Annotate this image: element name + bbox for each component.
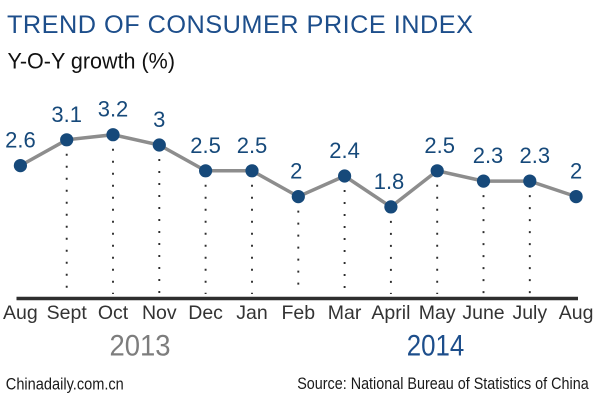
svg-text:2.5: 2.5 [237,133,268,158]
svg-text:Mar: Mar [328,302,362,324]
svg-text:2.3: 2.3 [520,143,551,168]
svg-text:2.6: 2.6 [5,128,36,153]
svg-text:April: April [371,302,410,324]
svg-text:Chinadaily.com.cn: Chinadaily.com.cn [6,376,124,394]
svg-text:2.3: 2.3 [473,143,504,168]
svg-text:Oct: Oct [98,302,129,324]
svg-text:Aug: Aug [559,302,594,324]
svg-text:Aug: Aug [3,302,38,324]
svg-text:3: 3 [153,107,165,132]
svg-text:2.5: 2.5 [424,133,455,158]
svg-text:2.5: 2.5 [190,133,221,158]
svg-text:June: June [462,302,504,324]
svg-text:Sept: Sept [47,302,88,324]
svg-text:May: May [419,302,456,324]
svg-text:Feb: Feb [281,302,315,324]
svg-text:1.8: 1.8 [374,169,405,194]
svg-text:2013: 2013 [110,330,171,363]
svg-text:Jan: Jan [236,302,267,324]
svg-text:2.4: 2.4 [329,138,360,163]
svg-text:Nov: Nov [142,302,177,324]
svg-text:2014: 2014 [407,330,465,363]
svg-text:3.1: 3.1 [51,102,82,127]
svg-text:3.2: 3.2 [98,97,129,122]
svg-text:Y-O-Y growth (%): Y-O-Y growth (%) [8,48,176,73]
svg-text:TREND OF CONSUMER PRICE INDEX: TREND OF CONSUMER PRICE INDEX [7,11,473,39]
svg-text:Dec: Dec [188,302,223,324]
svg-text:July: July [512,302,547,324]
svg-text:2: 2 [570,159,582,184]
svg-text:Source: National Bureau of Sta: Source: National Bureau of Statistics of… [297,375,589,393]
svg-text:2: 2 [290,159,302,184]
